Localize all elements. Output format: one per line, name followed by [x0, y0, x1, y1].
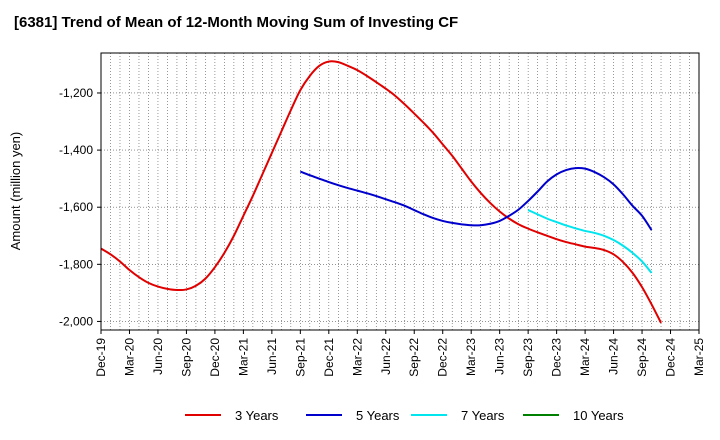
plot-frame: [100, 52, 700, 331]
x-tick-label: Mar-21: [236, 338, 250, 376]
x-tick-label: Dec-20: [208, 338, 222, 377]
legend-swatch: [185, 414, 221, 416]
y-tick-label: -2,000: [59, 314, 93, 328]
x-tick-label: Sep-21: [293, 338, 307, 377]
legend-label: 7 Years: [461, 407, 505, 423]
y-tick-label: -1,400: [59, 143, 93, 157]
legend-label: 10 Years: [573, 407, 624, 423]
x-tick-label: Dec-23: [550, 338, 564, 377]
x-tick-label: Sep-22: [407, 338, 421, 377]
legend-item: 7 Years: [411, 404, 504, 426]
series-line-3-years: [100, 60, 662, 324]
legend-swatch: [411, 414, 447, 416]
x-tick-label: Jun-23: [493, 338, 507, 375]
legend-label: 5 Years: [356, 407, 400, 423]
x-tick-label: Jun-22: [379, 338, 393, 375]
series-line-5-years: [299, 166, 653, 231]
grid-layer: [101, 53, 699, 330]
legend-item: 10 Years: [523, 404, 624, 426]
x-tick-label: Jun-24: [607, 338, 621, 375]
x-tick-label: Sep-23: [521, 338, 535, 377]
x-tick-label: Sep-20: [179, 338, 193, 377]
x-tick-label: Dec-24: [664, 338, 678, 377]
chart-title: [6381] Trend of Mean of 12-Month Moving …: [14, 14, 459, 31]
x-axis-ticks: Dec-19 Mar-20 Jun-20 Sep-20 Dec-20 Mar-21 Jun-…: [94, 330, 706, 377]
x-tick-label: Jun-21: [265, 338, 279, 375]
x-tick-label: Dec-19: [94, 338, 108, 377]
x-tick-label: Mar-22: [350, 338, 364, 376]
x-tick-label: Jun-20: [151, 338, 165, 375]
x-tick-label: Mar-24: [578, 338, 592, 376]
x-tick-label: Mar-25: [692, 338, 706, 376]
series-line-7-years: [527, 209, 653, 274]
x-tick-label: Dec-21: [322, 338, 336, 377]
y-tick-label: -1,600: [59, 200, 93, 214]
y-axis-label: Amount (million yen): [8, 132, 23, 251]
x-tick-label: Dec-22: [436, 338, 450, 377]
x-tick-label: Sep-24: [635, 338, 649, 377]
x-tick-label: Mar-20: [122, 338, 136, 376]
y-tick-label: -1,800: [59, 257, 93, 271]
legend-swatch: [523, 414, 559, 416]
legend-swatch: [306, 414, 342, 416]
legend-item: 3 Years: [185, 404, 278, 426]
y-axis-ticks: -1,200 -1,400 -1,600 -1,800 -2,000: [59, 86, 101, 328]
series-layer: [100, 60, 662, 324]
legend: 3 Years 5 Years 7 Years 10 Years: [0, 404, 720, 426]
x-tick-label: Mar-23: [464, 338, 478, 376]
y-tick-label: -1,200: [59, 86, 93, 100]
legend-label: 3 Years: [235, 407, 279, 423]
legend-item: 5 Years: [306, 404, 399, 426]
